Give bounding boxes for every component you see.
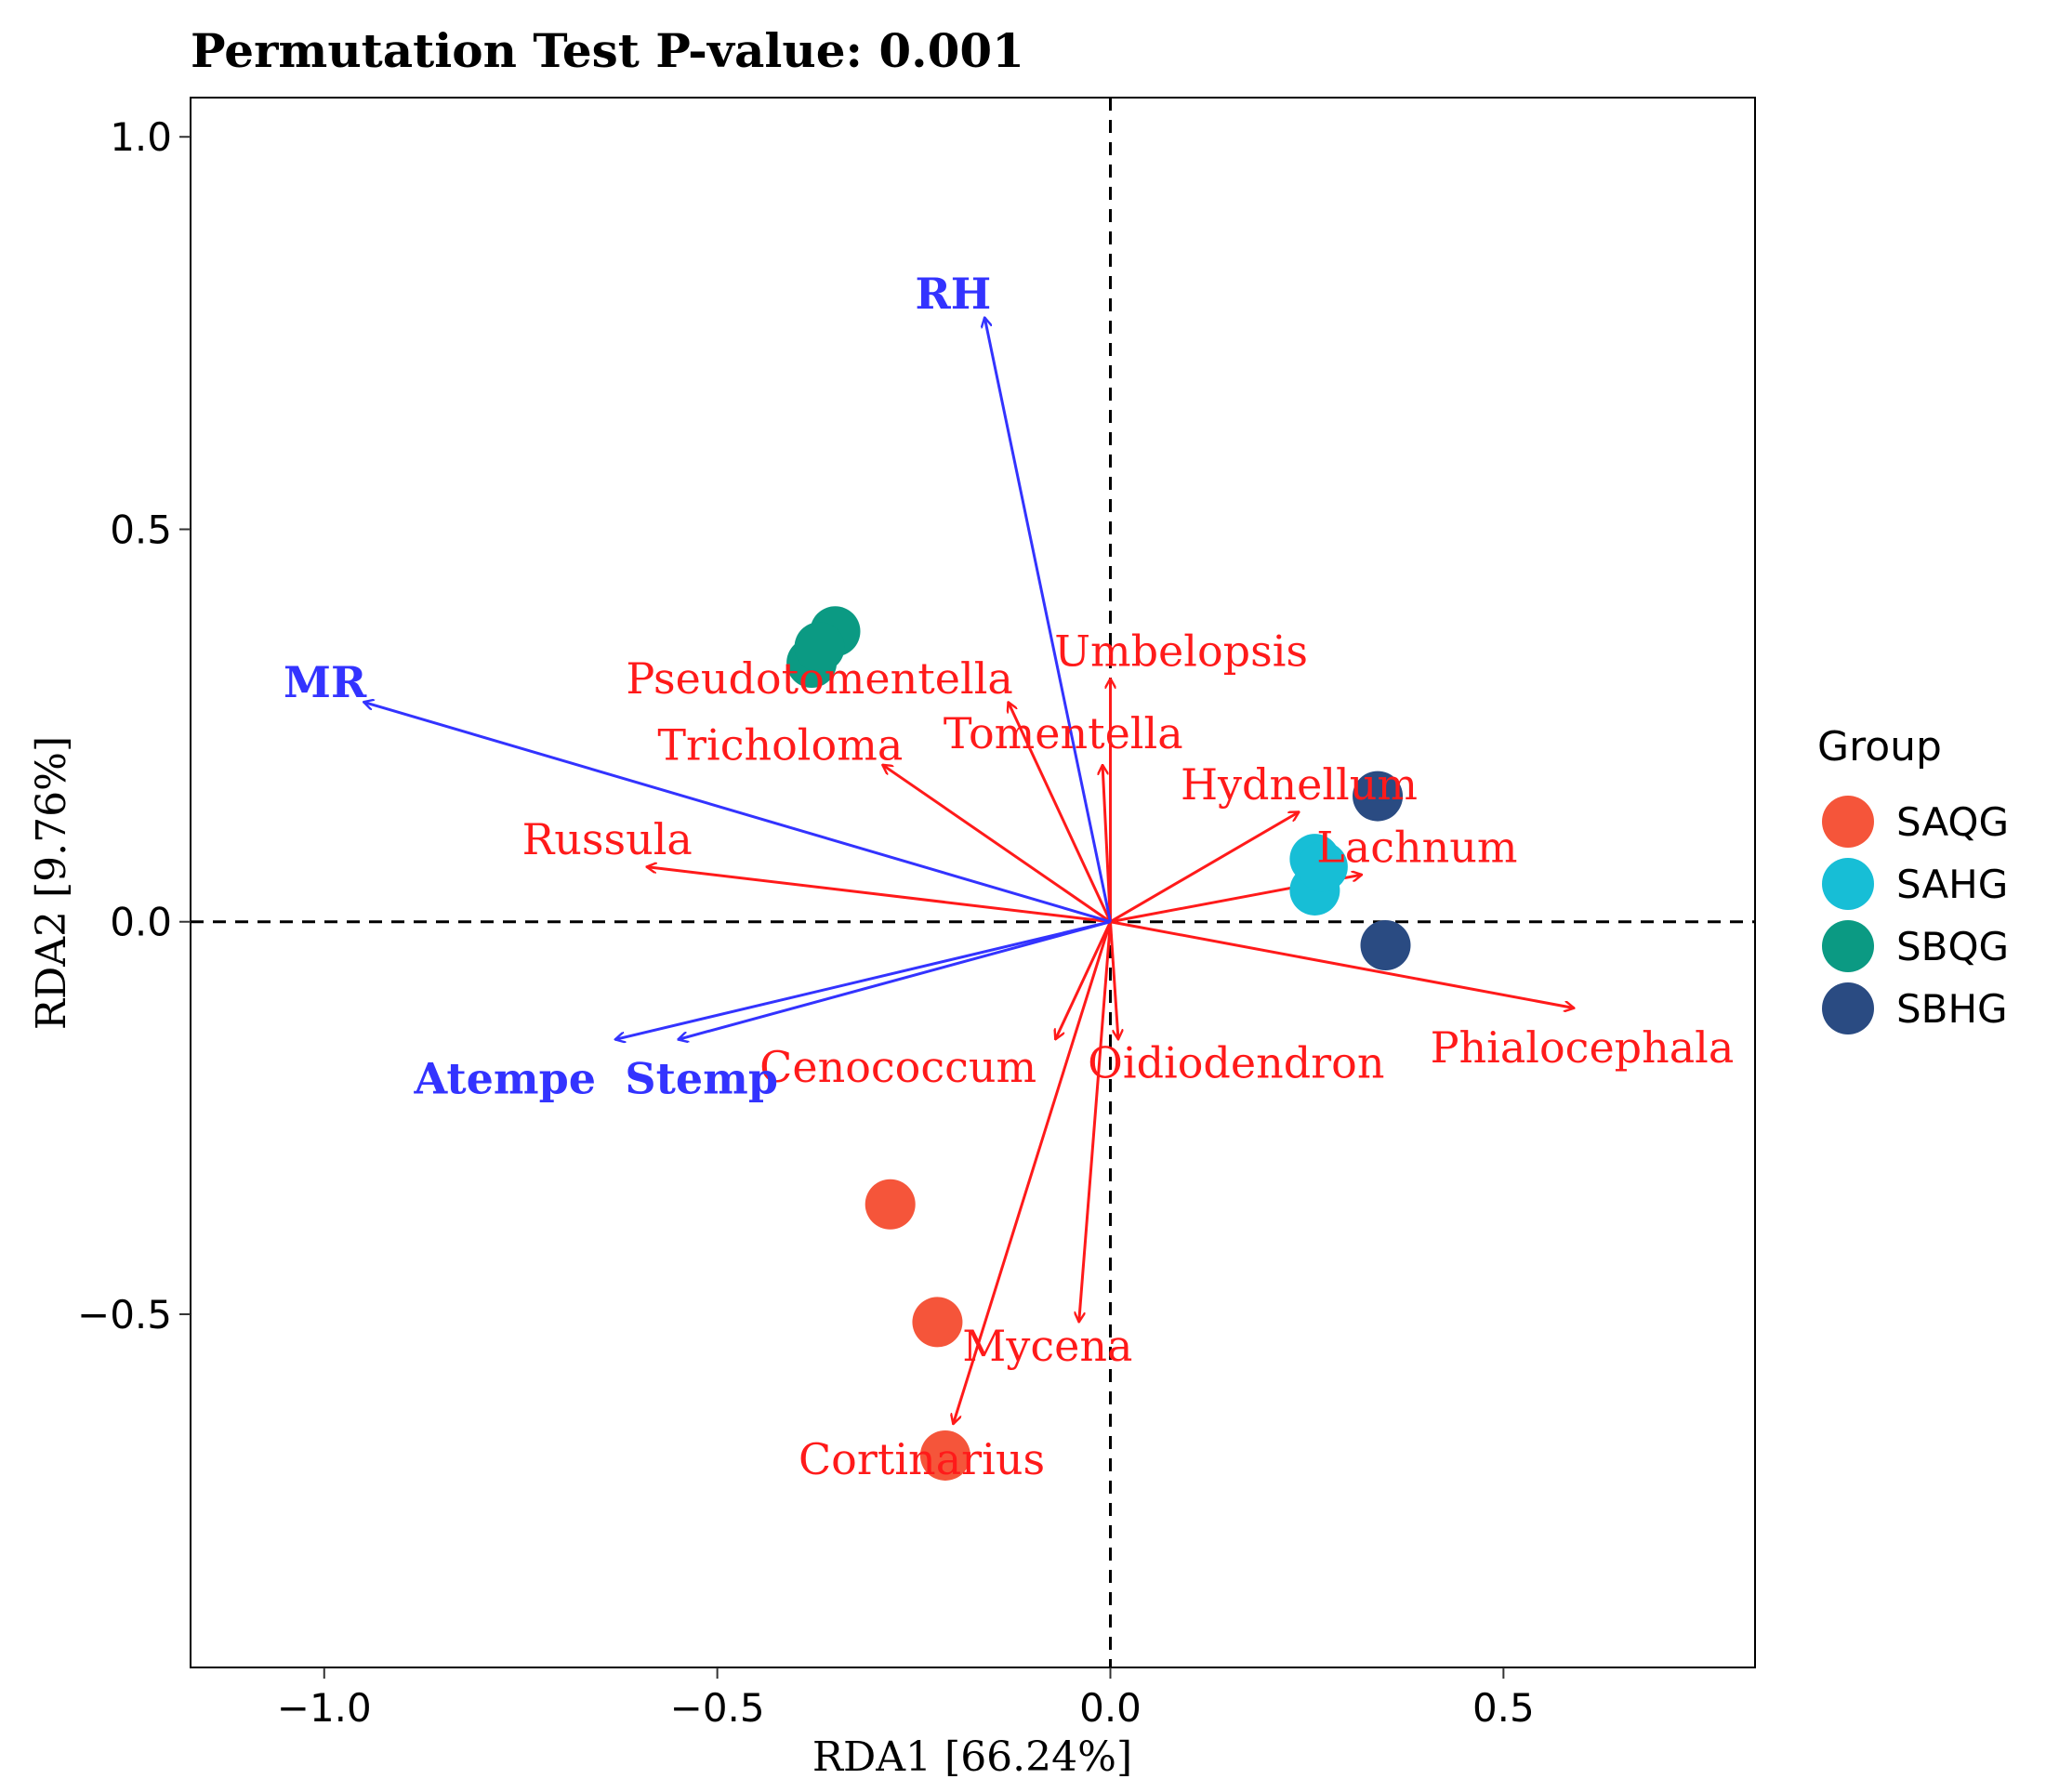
- env-label: Stemp: [625, 1054, 778, 1104]
- point-sbhg: [1360, 920, 1411, 971]
- point-sbqg: [794, 622, 845, 673]
- env-arrow: [615, 920, 1111, 1040]
- env-label: Atempe: [414, 1054, 597, 1104]
- species-arrow: [1009, 702, 1112, 923]
- species-label: Lachnum: [1316, 822, 1517, 872]
- species-arrow: [1079, 921, 1112, 1323]
- env-label: MR: [284, 657, 367, 707]
- point-sahg: [1297, 841, 1348, 892]
- legend-key-sbhg: [1822, 982, 1874, 1034]
- legend-label: SBQG: [1896, 924, 2009, 969]
- species-arrow: [647, 867, 1111, 924]
- species-arrow: [1109, 921, 1118, 1040]
- x-tick-label: −1.0: [277, 1685, 372, 1731]
- species-label: Pseudotomentella: [626, 653, 1013, 704]
- env-arrow: [678, 920, 1111, 1040]
- y-tick-label: −0.5: [77, 1292, 172, 1337]
- species-label: Cenococcum: [759, 1042, 1036, 1092]
- y-tick-label: 0.5: [110, 507, 172, 552]
- species-arrow: [1102, 765, 1113, 922]
- species-label: Hydnellum: [1181, 759, 1418, 810]
- legend: Group SAQG SAHG SBQG SBHG: [1817, 723, 2009, 1034]
- x-tick-label: −0.5: [670, 1685, 765, 1731]
- legend-key-sbqg: [1822, 920, 1874, 972]
- env-label: RH: [916, 269, 992, 319]
- species-label: Tricholoma: [657, 720, 903, 771]
- species-arrow: [1055, 921, 1112, 1040]
- species-label: Oidiodendron: [1088, 1038, 1384, 1088]
- legend-key-saqg: [1822, 796, 1874, 848]
- env-arrow: [363, 702, 1111, 924]
- chart-title: Permutation Test P-value: 0.001: [191, 23, 1024, 78]
- species-label: Tomentella: [944, 708, 1183, 758]
- x-tick-label: 0.0: [1079, 1685, 1142, 1731]
- env-arrow: [984, 317, 1112, 923]
- legend-label: SAHG: [1896, 862, 2008, 907]
- point-saqg: [912, 1297, 963, 1348]
- species-label: Mycena: [962, 1321, 1132, 1371]
- species-arrow: [882, 765, 1112, 923]
- legend-label: SAQG: [1896, 799, 2009, 845]
- legend-title: Group: [1817, 723, 1942, 771]
- species-label: Phialocephala: [1431, 1022, 1735, 1073]
- species-arrow: [1109, 810, 1300, 924]
- y-axis-title: RDA2 [9.76%]: [28, 736, 75, 1030]
- species-label: Umbelopsis: [1054, 626, 1308, 676]
- y-tick-label: 1.0: [110, 114, 172, 160]
- y-tick-label: 0.0: [110, 900, 172, 945]
- point-saqg: [865, 1179, 916, 1230]
- species-arrow: [953, 921, 1112, 1424]
- legend-label: SBHG: [1896, 986, 2008, 1032]
- point-saqg: [919, 1430, 970, 1481]
- x-axis-title: RDA1 [66.24%]: [812, 1733, 1132, 1781]
- x-tick-label: 0.5: [1472, 1685, 1535, 1731]
- species-label: Cortinarius: [799, 1434, 1045, 1484]
- species-label: Russula: [522, 814, 693, 864]
- point-sbhg: [1353, 771, 1404, 822]
- species-arrow: [1110, 920, 1575, 1008]
- legend-key-sahg: [1822, 858, 1874, 910]
